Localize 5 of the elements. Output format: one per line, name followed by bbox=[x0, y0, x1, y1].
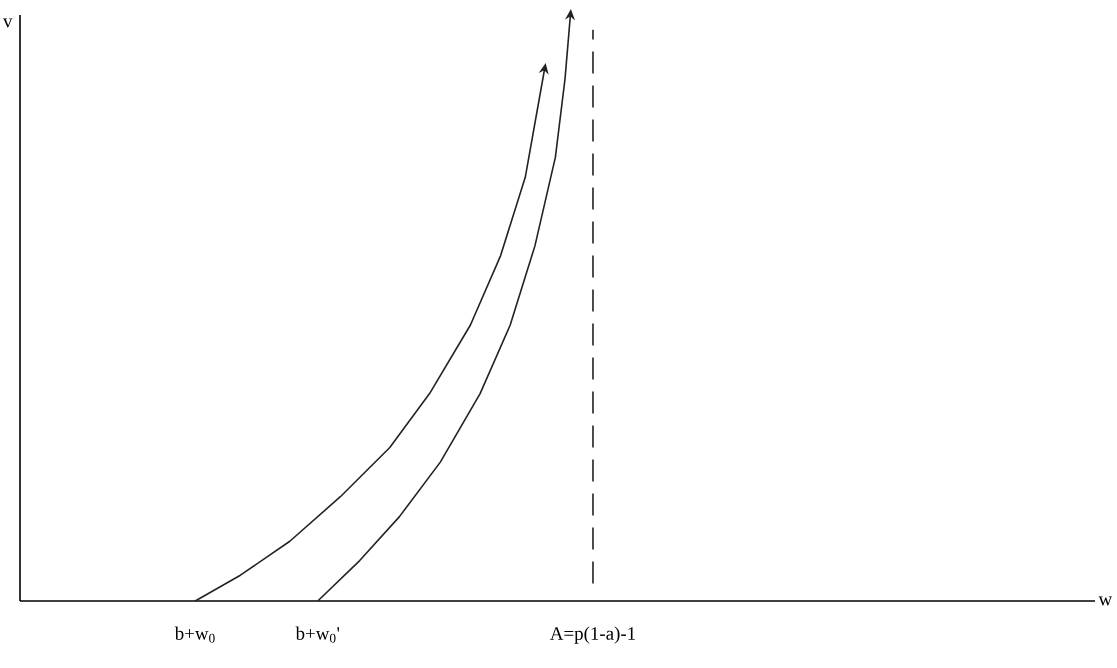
x-tick-label: A=p(1-a)-1 bbox=[549, 626, 636, 644]
x-axis-title: w bbox=[1098, 596, 1113, 606]
y-axis-title: v bbox=[3, 18, 13, 28]
x-tick-label: b+w$_{0}$' bbox=[295, 626, 340, 643]
x-tick-label: b+w$_{0}$ bbox=[174, 626, 215, 643]
